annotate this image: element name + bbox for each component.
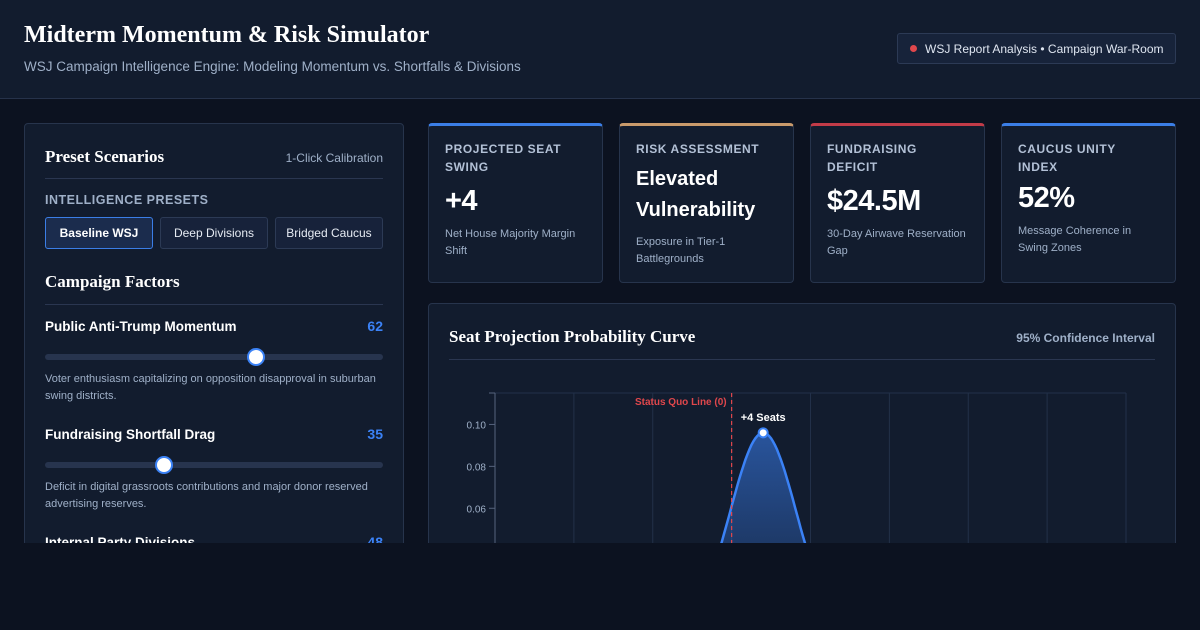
scenario-panel: Preset Scenarios 1-Click Calibration INT… [24, 123, 404, 553]
intelligence-presets-label: INTELLIGENCE PRESETS [45, 193, 209, 207]
kpi-seat-swing: Projected Seat Swing +4 Net House Majori… [428, 123, 603, 283]
peak-label: +4 Seats [741, 412, 786, 424]
kpi-deficit-label: Fundraising Deficit [827, 142, 917, 174]
factor-momentum: Public Anti-Trump Momentum 62 Voter enth… [45, 318, 383, 402]
peak-marker [757, 427, 769, 439]
kpi-caucus-unity: Caucus Unity Index 52% Message Coherence… [1001, 123, 1176, 283]
live-indicator-icon [910, 45, 917, 52]
y-tick-label: 0.06 [467, 504, 487, 515]
app-title: Midterm Momentum & Risk Simulator [24, 22, 430, 48]
campaign-factors-title: Campaign Factors [45, 272, 180, 291]
factor-fundraising: Fundraising Shortfall Drag 35 Deficit in… [45, 426, 383, 510]
kpi-risk-label: Risk Assessment [636, 142, 760, 156]
kpi-deficit-value: $24.5M [827, 185, 921, 217]
factor-momentum-slider-track[interactable] [45, 354, 383, 360]
app-header: Midterm Momentum & Risk Simulator WSJ Ca… [0, 0, 1200, 99]
kpi-seat-swing-description: Net House Majority Margin Shift [445, 228, 576, 257]
status-quo-label: Status Quo Line (0) [635, 397, 727, 408]
preset-deep-divisions-button[interactable]: Deep Divisions [160, 217, 268, 249]
chart-title: Seat Projection Probability Curve [449, 327, 696, 346]
factor-momentum-value: 62 [367, 318, 383, 334]
status-badge-label: WSJ Report Analysis • Campaign War-Room [925, 41, 1164, 56]
chart-header: Seat Projection Probability Curve 95% Co… [449, 327, 1155, 360]
factor-momentum-slider-thumb[interactable] [246, 348, 265, 366]
y-tick-label: 0.10 [467, 420, 487, 431]
y-tick-label: 0.08 [467, 462, 487, 473]
kpi-seat-swing-label: Projected Seat Swing [445, 142, 562, 174]
kpi-unity-description: Message Coherence in Swing Zones [1018, 225, 1132, 254]
confidence-interval-label: 95% Confidence Interval [1016, 331, 1155, 345]
factor-fundraising-description: Deficit in digital grassroots contributi… [45, 481, 368, 510]
kpi-unity-value: 52% [1018, 182, 1075, 214]
factor-fundraising-slider-thumb[interactable] [155, 456, 174, 474]
factor-fundraising-value: 35 [367, 426, 383, 442]
factor-momentum-description: Voter enthusiasm capitalizing on opposit… [45, 373, 376, 402]
kpi-seat-swing-value: +4 [445, 185, 478, 217]
app-subtitle: WSJ Campaign Intelligence Engine: Modeli… [24, 59, 521, 74]
preset-baseline-wsj-button[interactable]: Baseline WSJ [45, 217, 153, 249]
preset-bridged-caucus-button[interactable]: Bridged Caucus [275, 217, 383, 249]
kpi-unity-label: Caucus Unity Index [1018, 142, 1116, 174]
kpi-fundraising-deficit: Fundraising Deficit $24.5M 30-Day Airwav… [810, 123, 985, 283]
preset-scenarios-header: Preset Scenarios 1-Click Calibration [45, 147, 383, 179]
kpi-risk-assessment: Risk Assessment Elevated Vulnerability E… [619, 123, 794, 283]
factor-fundraising-slider-track[interactable] [45, 462, 383, 468]
preset-button-group: Baseline WSJ Deep Divisions Bridged Cauc… [45, 217, 383, 249]
kpi-risk-description: Exposure in Tier-1 Battlegrounds [636, 236, 726, 265]
viewport-cutoff [0, 543, 1200, 630]
factor-momentum-label: Public Anti-Trump Momentum [45, 319, 237, 334]
kpi-deficit-description: 30-Day Airwave Reservation Gap [827, 228, 966, 257]
preset-scenarios-title: Preset Scenarios [45, 147, 165, 166]
calibration-note: 1-Click Calibration [285, 151, 383, 165]
kpi-risk-value: Elevated Vulnerability [636, 168, 756, 221]
factor-fundraising-label: Fundraising Shortfall Drag [45, 427, 216, 442]
campaign-factors-header: Campaign Factors [45, 272, 383, 305]
status-badge: WSJ Report Analysis • Campaign War-Room [897, 33, 1176, 64]
